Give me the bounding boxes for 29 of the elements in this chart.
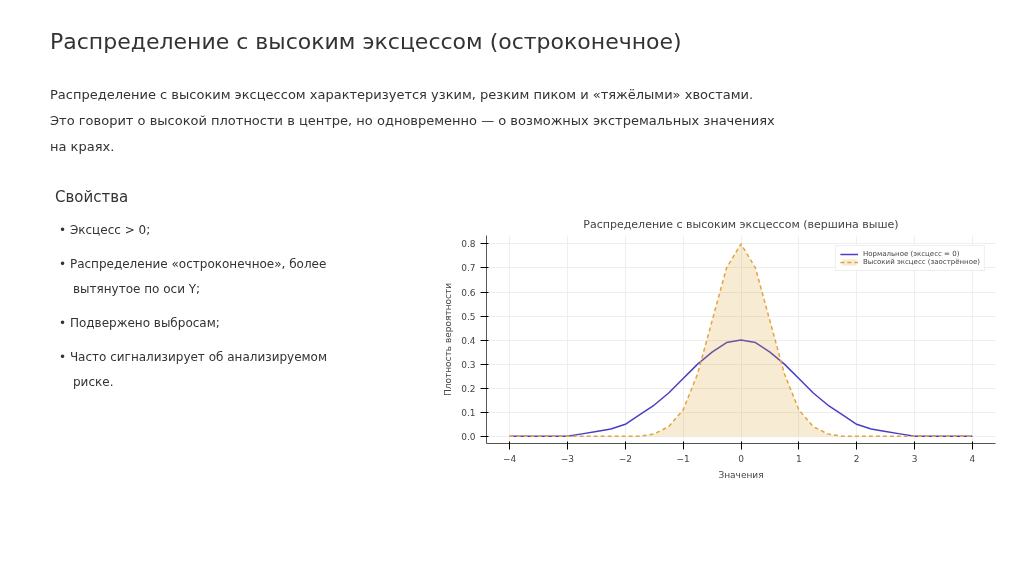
x-tick-label: 0 (738, 453, 745, 464)
y-tick-label: 0.5 (461, 311, 476, 322)
x-tick-label: −2 (618, 453, 632, 464)
text: Распределение с высоким эксцессом (остроконечное) (50, 28, 682, 56)
y-tick-label: 0.2 (461, 383, 476, 394)
text: Свойства (55, 187, 130, 208)
y-tick-label: 0.1 (461, 407, 476, 418)
text: Распределение с высоким эксцессом характеризуется узким, резким пиком и «тяжёлыми» хвостами. (50, 87, 754, 102)
chart-title: Распределение с высоким эксцессом (вершина выше) (583, 217, 899, 231)
y-tick-label: 0.4 (461, 335, 476, 346)
y-tick-label: 0.6 (461, 287, 476, 298)
text: • Подвержено выбросам; (59, 315, 221, 333)
y-tick-label: 0.0 (461, 431, 476, 442)
x-tick-label: 1 (795, 453, 802, 464)
x-tick-label: −1 (676, 453, 690, 464)
x-tick-label: 3 (911, 453, 918, 464)
x-tick-label: 4 (969, 453, 976, 464)
y-tick-label: 0.3 (461, 359, 476, 370)
y-tick-label: 0.7 (461, 263, 476, 274)
x-tick-label: 2 (853, 453, 860, 464)
x-axis-title: Значения (718, 469, 764, 480)
text: • Эксцесс > 0; (59, 222, 152, 240)
y-tick-label: 0.8 (461, 239, 476, 250)
x-tick-label: −3 (560, 453, 575, 464)
x-tick-label: −4 (503, 453, 517, 464)
y-axis-title: Плотность вероятности (443, 282, 454, 397)
text: • Распределение «остроконечное», более вытянутое по оси Y; (59, 256, 328, 299)
text: • Часто сигнализирует об анализируемом риске. (59, 349, 328, 392)
text: Это говорит о высокой плотности в центре, но одновременно — о возможных экстремальных значениях на краях. (50, 113, 775, 154)
